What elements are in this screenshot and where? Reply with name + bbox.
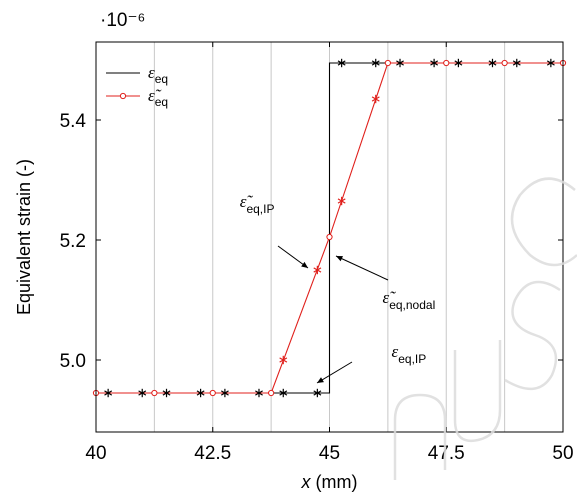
- legend-subscript: eq: [155, 72, 168, 86]
- ip-point: [196, 388, 205, 398]
- ip-point-stroke: [138, 390, 147, 396]
- annotation-arrowhead: [317, 377, 324, 383]
- nodal-point: [326, 233, 333, 241]
- ip-point: [162, 388, 171, 398]
- annotation-label: ε̃eq,nodal: [383, 288, 436, 312]
- annotation-subscript: eq,IP: [246, 202, 274, 216]
- ip-point: [371, 94, 380, 104]
- tick-layer: 40 42.5 45 47.5 50 5.0 5.2 5.4: [60, 42, 574, 464]
- annotation-arrow: [335, 255, 389, 281]
- x-axis-title: x (mm): [301, 472, 358, 492]
- ip-point-stroke: [512, 60, 521, 66]
- ip-point-stroke: [454, 60, 463, 66]
- annotation-subscript: eq,nodal: [389, 298, 435, 312]
- annotation-label: εeq,IP: [392, 342, 427, 366]
- ip-point-stroke: [313, 267, 322, 273]
- x-tick-label: 42.5: [194, 443, 231, 464]
- legend-label: εeq: [148, 63, 168, 86]
- ip-point: [337, 58, 346, 68]
- ip-point: [488, 58, 497, 68]
- ip-point-stroke: [220, 390, 229, 396]
- ip-point-stroke: [371, 60, 380, 66]
- ip-point: [220, 388, 229, 398]
- ip-point-stroke: [255, 390, 263, 396]
- x-tick-label: 50: [552, 443, 573, 464]
- annotation-arrowhead: [301, 261, 308, 268]
- x-tick-label: 47.5: [428, 443, 465, 464]
- ip-point: [279, 388, 288, 398]
- ip-point-stroke: [430, 60, 439, 66]
- ip-point-stroke: [279, 390, 288, 396]
- x-tick-label: 40: [85, 443, 106, 464]
- ip-point-stroke: [396, 60, 404, 66]
- legend-swatch-marker: [119, 92, 127, 100]
- ip-point: [512, 58, 521, 68]
- legend-subscript: eq: [155, 95, 168, 109]
- ip-point: [138, 388, 147, 398]
- ip-point: [546, 58, 555, 68]
- ip-point-stroke: [313, 390, 322, 396]
- ip-point-stroke: [162, 390, 171, 396]
- nodal-point: [151, 389, 158, 397]
- y-tick-label: 5.0: [60, 351, 86, 372]
- nodal-point: [501, 59, 508, 67]
- y-tick-label: 5.4: [60, 111, 87, 132]
- series-layer: [92, 58, 567, 398]
- nodal-point: [443, 59, 450, 67]
- annotation-symbol: ε: [392, 342, 399, 361]
- annotation-label: ε̃eq,IP: [240, 192, 275, 216]
- ip-point: [454, 58, 463, 68]
- y-tick-label: 5.2: [60, 231, 86, 252]
- ip-point: [313, 388, 322, 398]
- series-line-eq: [96, 62, 563, 394]
- ip-point: [337, 196, 346, 206]
- y-axis-title: Equivalent strain (-): [14, 159, 34, 315]
- ip-point-stroke: [337, 60, 346, 66]
- x-axis-variable: x: [301, 472, 312, 492]
- ip-point: [104, 388, 113, 398]
- ip-point: [255, 388, 263, 398]
- ip-point-stroke: [371, 96, 380, 102]
- ip-point-stroke: [488, 60, 497, 66]
- nodal-point: [268, 389, 275, 397]
- legend-label: ε̃eq: [148, 86, 168, 109]
- ip-point: [430, 58, 439, 68]
- x-axis-unit: (mm): [311, 472, 358, 492]
- annotation-arrow: [316, 361, 353, 384]
- nodal-point: [384, 59, 391, 67]
- legend-symbol: ε: [148, 63, 155, 82]
- nodal-point: [209, 389, 216, 397]
- ip-point-stroke: [337, 198, 346, 204]
- ip-point-stroke: [546, 60, 555, 66]
- ip-point-stroke: [279, 357, 288, 363]
- y-axis-multiplier: ·10⁻⁶: [100, 10, 145, 31]
- ip-point-stroke: [104, 390, 113, 396]
- ip-point-stroke: [196, 390, 205, 396]
- ip-point: [313, 265, 322, 275]
- x-tick-label: 45: [319, 443, 340, 464]
- ip-point: [371, 58, 380, 68]
- annotation-arrowhead: [336, 256, 343, 262]
- annotation-subscript: eq,IP: [398, 352, 426, 366]
- ip-point: [279, 355, 288, 365]
- ip-point: [396, 58, 404, 68]
